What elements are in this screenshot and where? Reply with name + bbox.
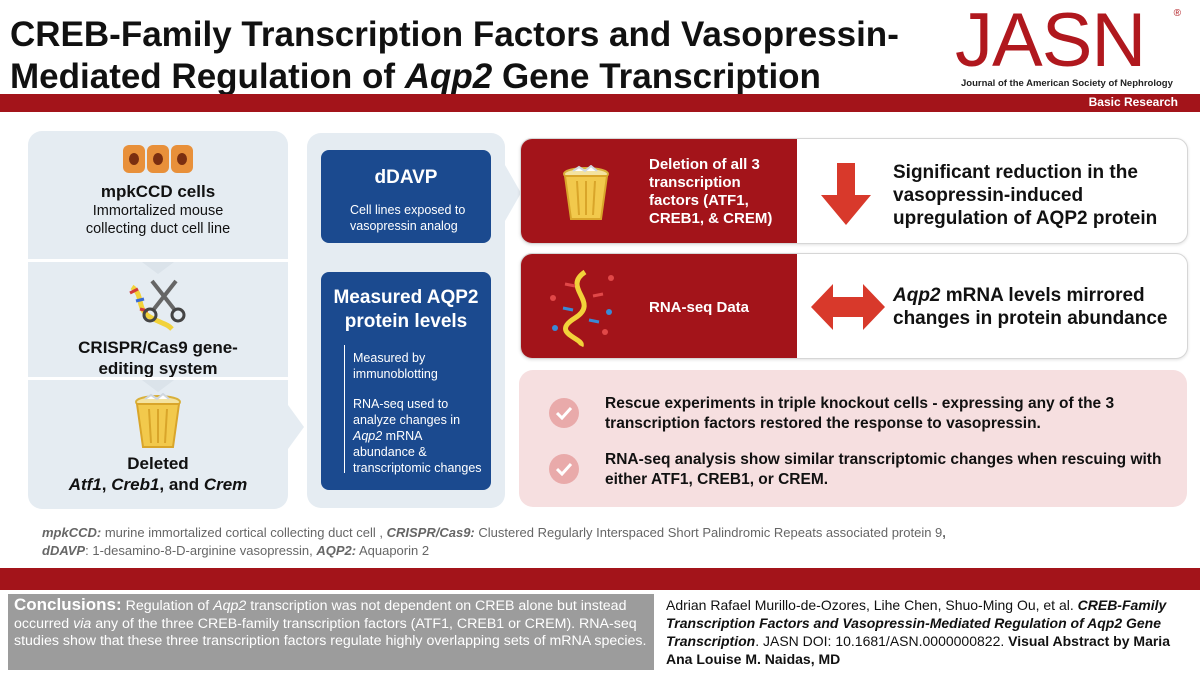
rescue-box: Rescue experiments in triple knockout ce…	[519, 370, 1187, 507]
trash-bin-icon	[563, 165, 609, 220]
crispr-scissors-icon	[129, 279, 186, 331]
column2-pointer	[505, 165, 521, 221]
cells-description: Immortalized mouse collecting duct cell …	[85, 203, 231, 237]
bidirectional-arrow-icon	[811, 284, 885, 330]
result-row-deletion: Deletion of all 3 transcription factors …	[520, 138, 1188, 244]
measured-description-1: Measured by immunoblotting	[353, 351, 438, 381]
deleted-label: Deleted	[127, 454, 189, 473]
cells-icon	[123, 145, 193, 173]
abbreviations: mpkCCD: murine immortalized cortical col…	[42, 525, 946, 558]
page-title: CREB-Family Transcription Factors and Va…	[10, 15, 899, 96]
measured-description-2: RNA-seq used to analyze changes in Aqp2 …	[353, 397, 482, 475]
check-icon	[549, 454, 579, 484]
result-row-rnaseq: RNA-seq Data Aqp2 mRNA levels mirrored c…	[520, 253, 1188, 359]
rnaseq-result: Aqp2 mRNA levels mirrored changes in pro…	[893, 285, 1168, 329]
ddavp-title: dDAVP	[374, 167, 438, 188]
deletion-label: Deletion of all 3 transcription factors …	[649, 156, 773, 227]
trash-bin-icon	[135, 393, 181, 448]
category-label: Basic Research	[1088, 95, 1178, 109]
jasn-logo: JASN ® Journal of the American Society o…	[955, 0, 1181, 90]
crispr-title: CRISPR/Cas9 gene-editing system	[78, 338, 238, 378]
rescue-finding-2: RNA-seq analysis show similar transcript…	[605, 451, 1162, 488]
ddavp-description: Cell lines exposed to vasopressin analog	[350, 203, 466, 233]
rescue-finding-1: Rescue experiments in triple knockout ce…	[605, 395, 1115, 432]
deletion-result: Significant reduction in the vasopressin…	[893, 162, 1158, 229]
conclusions-box: Conclusions: Regulation of Aqp2 transcri…	[8, 594, 654, 670]
rnaseq-label: RNA-seq Data	[649, 299, 750, 316]
ddavp-box: dDAVP Cell lines exposed to vasopressin …	[321, 150, 491, 243]
check-icon	[549, 398, 579, 428]
methods-column: mpkCCD cells Immortalized mouse collecti…	[28, 131, 288, 509]
cells-title: mpkCCD cells	[100, 182, 216, 201]
measured-title: Measured AQP2 protein levels	[333, 287, 479, 332]
deleted-section: Deleted Atf1, Creb1, and Crem	[28, 393, 288, 495]
citation: Adrian Rafael Murillo-de-Ozores, Lihe Ch…	[666, 597, 1170, 667]
cells-section: mpkCCD cells Immortalized mouse collecti…	[28, 141, 288, 238]
rna-strand-icon	[550, 269, 614, 348]
crispr-section: CRISPR/Cas9 gene-editing system	[28, 273, 288, 379]
measured-box: Measured AQP2 protein levels Measured by…	[321, 272, 491, 490]
deleted-genes: Atf1, Creb1, and Crem	[68, 475, 248, 494]
column-connector-arrow	[288, 405, 304, 449]
category-bar: Basic Research	[0, 94, 1200, 112]
down-arrow-icon	[821, 163, 871, 225]
footer-divider	[0, 568, 1200, 590]
